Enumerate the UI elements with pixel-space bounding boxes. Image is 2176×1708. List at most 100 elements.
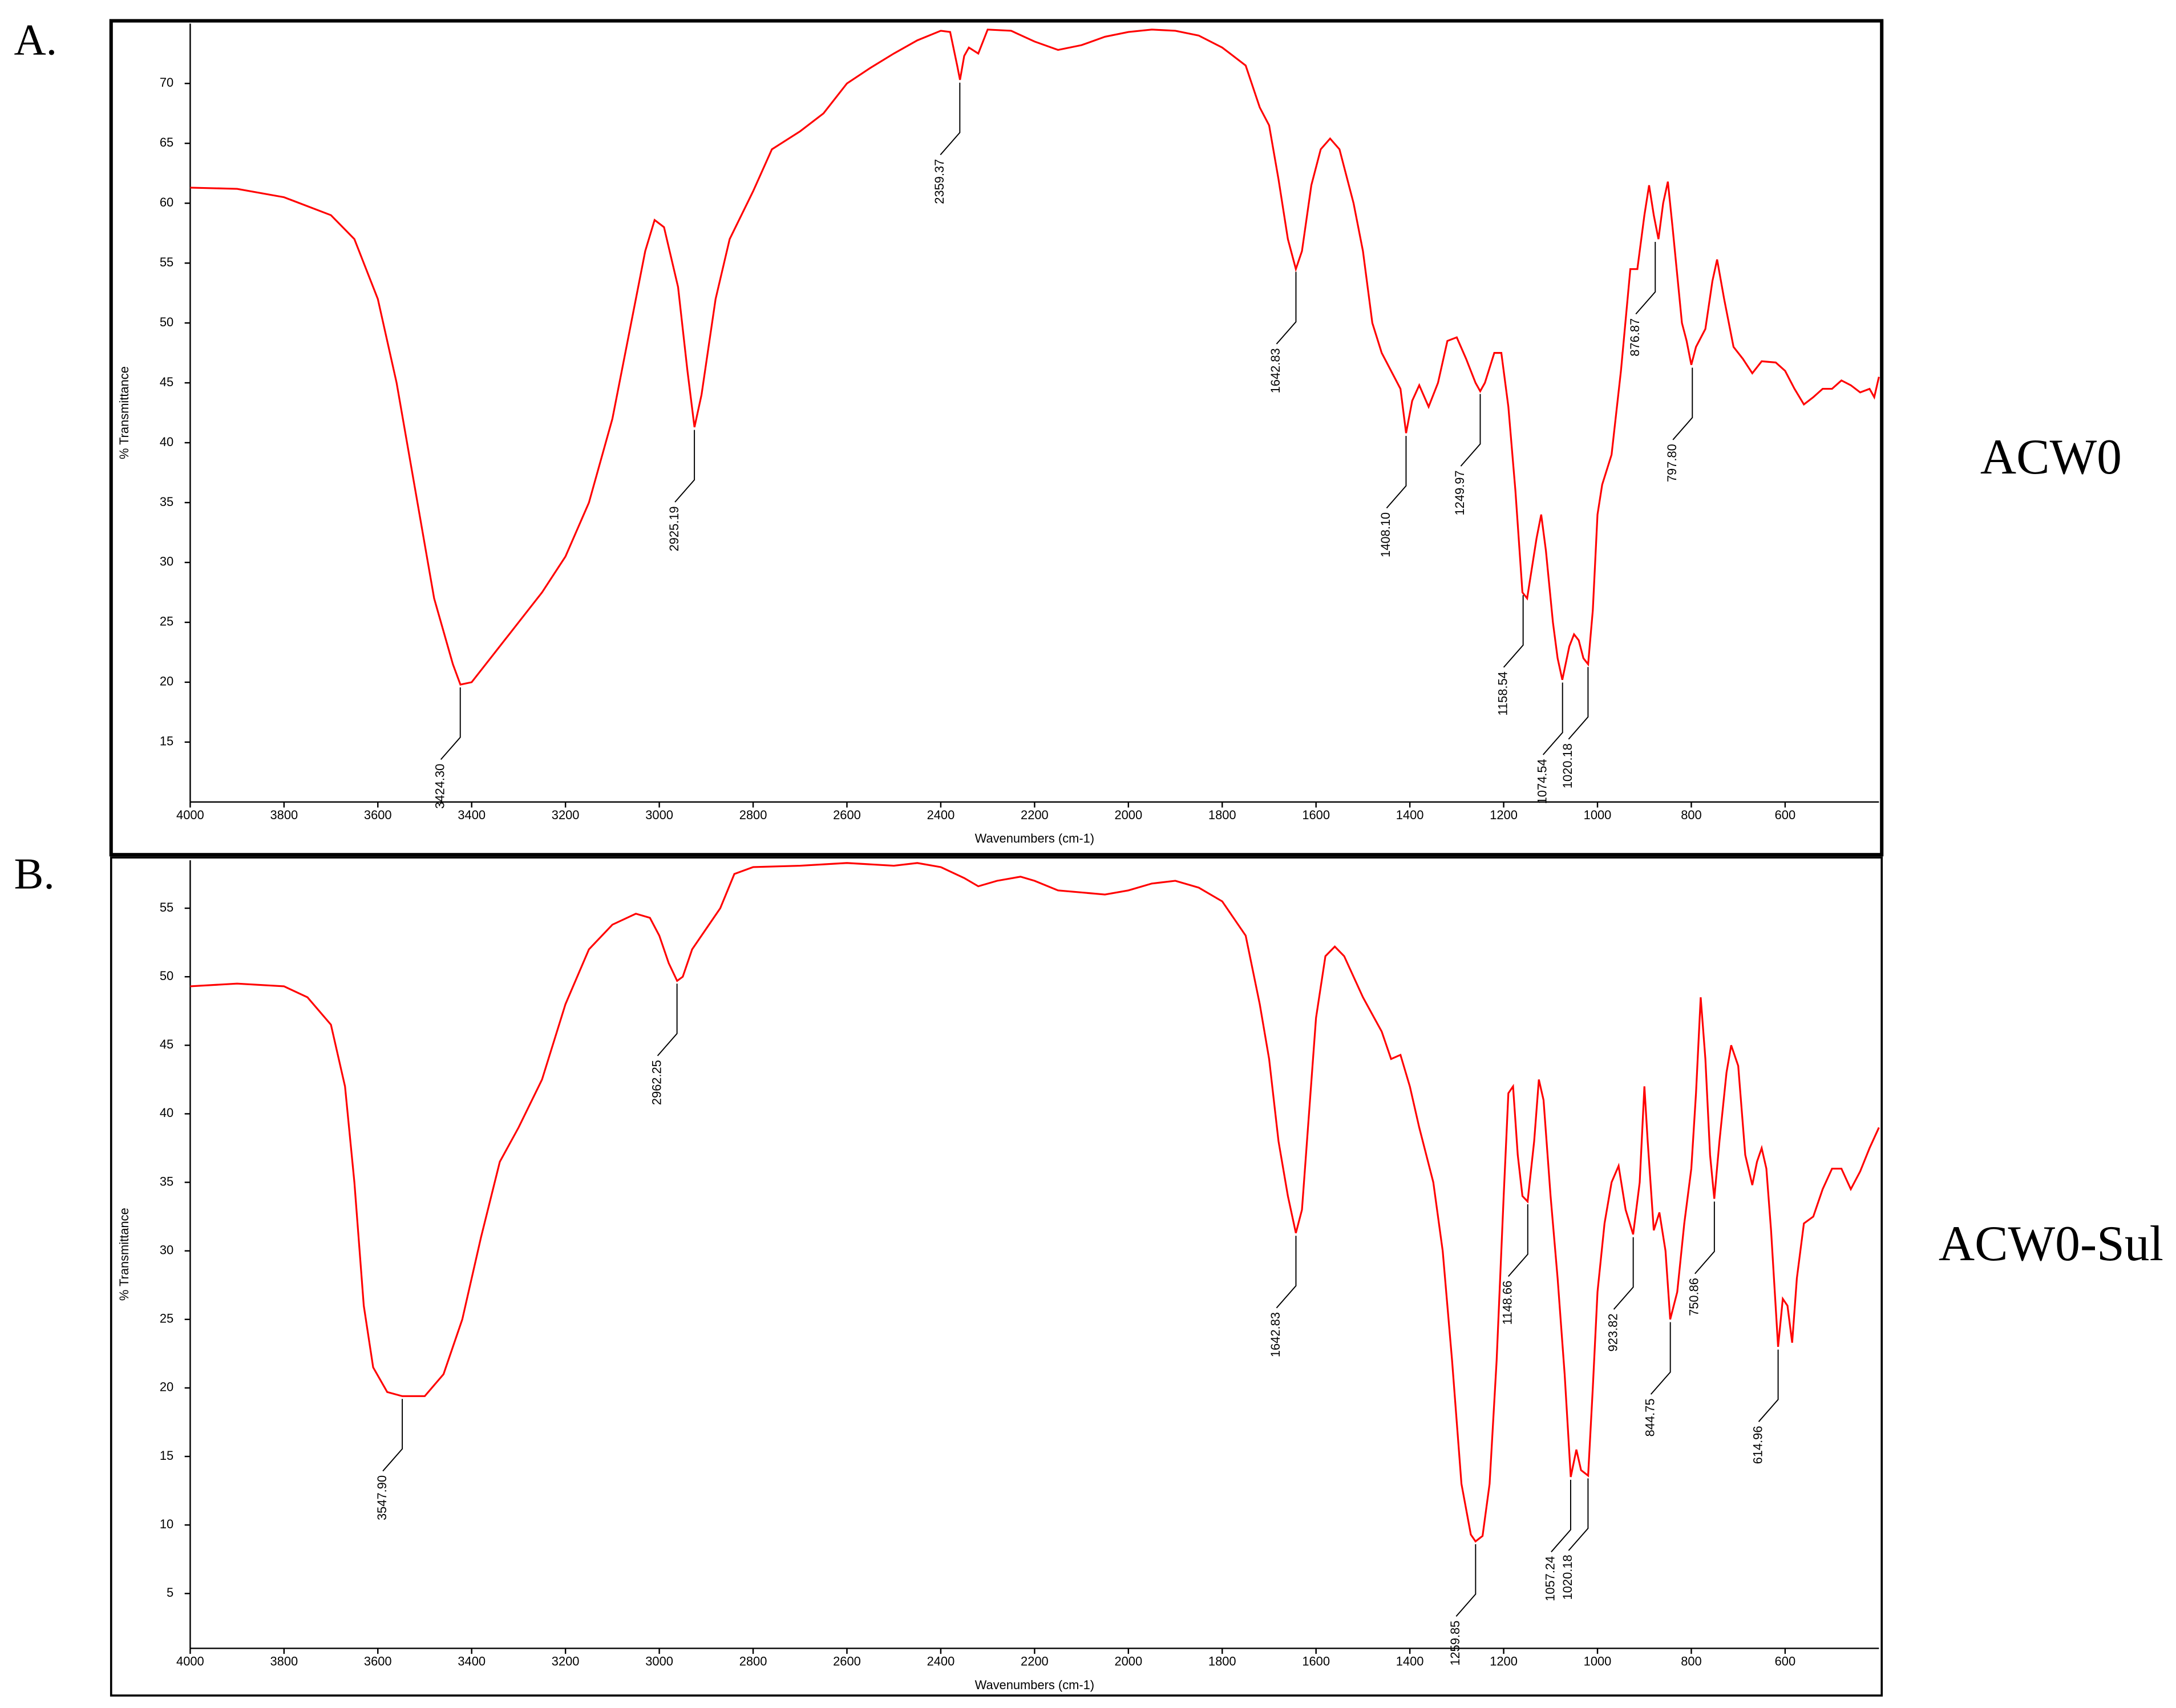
- sample-name: ACW0: [1980, 429, 2122, 484]
- peak-leader: [1694, 1201, 1715, 1274]
- y-tick-label: 50: [160, 315, 173, 329]
- x-tick-label: 2200: [1021, 808, 1049, 822]
- peak-label: 2925.19: [667, 506, 681, 551]
- y-tick-label: 30: [160, 555, 173, 569]
- peak-leader: [1672, 367, 1693, 440]
- y-tick-label: 70: [160, 75, 173, 90]
- y-tick-label: 5: [167, 1585, 173, 1600]
- y-tick-label: 40: [160, 1106, 173, 1120]
- peak-leader: [1635, 242, 1656, 315]
- peak-label: 876.87: [1628, 318, 1642, 357]
- x-tick-label: 2800: [739, 1654, 767, 1669]
- spectrum-line: [190, 29, 1880, 686]
- x-tick-label: 1200: [1490, 808, 1518, 822]
- x-axis-label: Wavenumbers (cm-1): [975, 831, 1094, 845]
- x-tick-label: 3600: [364, 808, 392, 822]
- x-tick-label: 4000: [176, 1654, 204, 1669]
- peak-label: 2962.25: [649, 1060, 664, 1105]
- peak-label: 1148.66: [1500, 1281, 1515, 1325]
- peak-leader: [1542, 682, 1563, 755]
- peak-leader: [1503, 595, 1524, 668]
- y-tick-label: 65: [160, 135, 173, 149]
- y-tick-label: 55: [160, 900, 173, 914]
- x-tick-label: 2000: [1114, 1654, 1142, 1669]
- panel-frame: [109, 19, 1884, 857]
- peak-label: 3547.90: [375, 1475, 389, 1520]
- y-tick-label: 55: [160, 255, 173, 269]
- x-tick-label: 600: [1775, 1654, 1796, 1669]
- peak-leader: [382, 1399, 403, 1472]
- peak-label: 1020.18: [1560, 743, 1575, 788]
- panel-frame: [110, 856, 1883, 1697]
- peak-label: 614.96: [1750, 1426, 1765, 1464]
- x-tick-label: 1400: [1396, 808, 1424, 822]
- peak-leader: [657, 983, 678, 1057]
- y-tick-label: 50: [160, 969, 173, 983]
- peak-leader: [440, 687, 461, 760]
- x-tick-label: 2600: [833, 808, 861, 822]
- x-tick-label: 3400: [458, 808, 486, 822]
- peak-label: 3424.30: [432, 764, 447, 809]
- x-tick-label: 3200: [552, 1654, 580, 1669]
- peak-label: 923.82: [1605, 1313, 1620, 1351]
- x-tick-label: 3400: [458, 1654, 486, 1669]
- y-tick-label: 25: [160, 1312, 173, 1326]
- y-tick-label: 25: [160, 614, 173, 629]
- peak-leader: [674, 430, 695, 503]
- y-tick-label: 15: [160, 734, 173, 748]
- panel-label: B.: [14, 849, 55, 898]
- x-tick-label: 1600: [1302, 808, 1330, 822]
- peak-label: 1158.54: [1495, 671, 1510, 715]
- x-tick-label: 4000: [176, 808, 204, 822]
- x-tick-label: 3600: [364, 1654, 392, 1669]
- peak-label: 1020.18: [1560, 1555, 1575, 1600]
- x-tick-label: 1400: [1396, 1654, 1424, 1669]
- x-tick-label: 2600: [833, 1654, 861, 1669]
- x-tick-label: 1000: [1584, 1654, 1612, 1669]
- x-tick-label: 1000: [1584, 808, 1612, 822]
- panel-label: A.: [14, 15, 58, 64]
- x-tick-label: 3000: [645, 1654, 673, 1669]
- x-tick-label: 1800: [1208, 1654, 1236, 1669]
- y-tick-label: 45: [160, 1037, 173, 1051]
- x-axis-label: Wavenumbers (cm-1): [975, 1678, 1094, 1692]
- x-tick-label: 3000: [645, 808, 673, 822]
- y-axis-label: % Transmittance: [117, 1208, 131, 1301]
- peak-label: 1249.97: [1453, 470, 1467, 515]
- peak-leader: [1758, 1349, 1779, 1422]
- y-tick-label: 40: [160, 435, 173, 449]
- peak-label: 1408.10: [1378, 512, 1393, 557]
- peak-leader: [1460, 394, 1481, 467]
- x-tick-label: 3800: [270, 808, 298, 822]
- y-tick-label: 35: [160, 495, 173, 509]
- x-tick-label: 800: [1681, 808, 1702, 822]
- peak-label: 1642.83: [1268, 1312, 1283, 1357]
- peak-label: 797.80: [1665, 444, 1679, 482]
- peak-leader: [1613, 1237, 1634, 1310]
- x-tick-label: 2800: [739, 808, 767, 822]
- peak-leader: [1455, 1544, 1477, 1617]
- peak-label: 1057.24: [1543, 1556, 1558, 1601]
- peak-leader: [940, 82, 961, 155]
- peak-label: 750.86: [1687, 1278, 1701, 1316]
- x-tick-label: 2400: [927, 808, 955, 822]
- y-tick-label: 60: [160, 195, 173, 209]
- x-tick-label: 600: [1775, 808, 1796, 822]
- peak-label: 844.75: [1643, 1398, 1657, 1436]
- y-tick-label: 35: [160, 1174, 173, 1188]
- peak-leader: [1276, 1236, 1297, 1309]
- y-tick-label: 30: [160, 1242, 173, 1257]
- x-tick-label: 3200: [552, 808, 580, 822]
- peak-leader: [1551, 1479, 1571, 1553]
- peak-leader: [1386, 436, 1407, 509]
- peak-leader: [1507, 1204, 1528, 1277]
- peak-label: 2359.37: [932, 159, 947, 204]
- y-tick-label: 20: [160, 1380, 173, 1394]
- peak-leader: [1650, 1322, 1671, 1395]
- x-tick-label: 1800: [1208, 808, 1236, 822]
- y-tick-label: 20: [160, 674, 173, 689]
- peak-leader: [1568, 667, 1589, 740]
- y-axis-label: % Transmittance: [117, 366, 131, 459]
- x-tick-label: 1200: [1490, 1654, 1518, 1669]
